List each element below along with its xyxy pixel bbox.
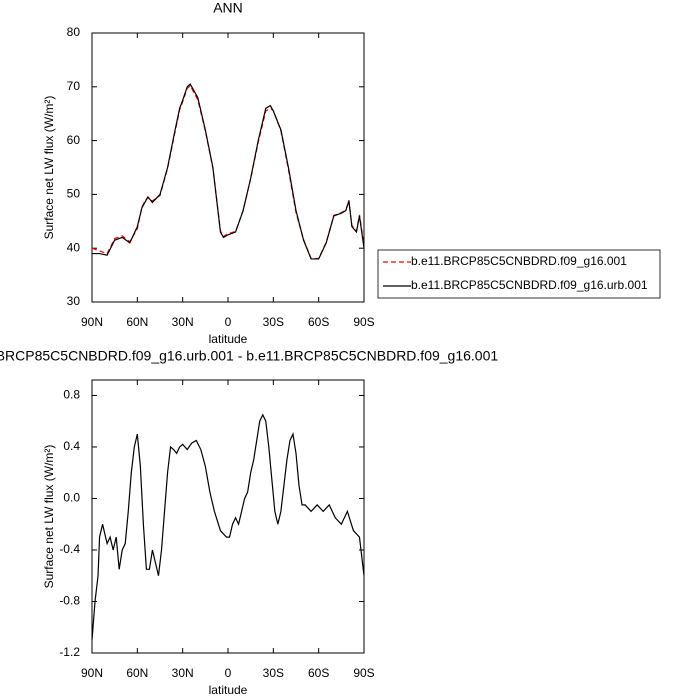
x-tick-label: 60N bbox=[126, 315, 148, 329]
x-tick-label: 60S bbox=[308, 666, 329, 680]
y-axis-label: Surface net LW flux (W/m²) bbox=[42, 445, 56, 589]
x-axis-label: latitude bbox=[209, 332, 248, 346]
plot-frame bbox=[91, 32, 365, 303]
data-line bbox=[91, 84, 365, 260]
x-tick-label: 0 bbox=[225, 666, 232, 680]
chart-title: b.e11.BRCP85C5CNBDRD.f09_g16.urb.001 - b… bbox=[0, 348, 498, 364]
x-tick-label: 90S bbox=[353, 315, 374, 329]
legend-label: b.e11.BRCP85C5CNBDRD.f09_g16.001 bbox=[411, 254, 627, 268]
plot-frame bbox=[91, 379, 365, 654]
x-tick-label: 90S bbox=[353, 666, 374, 680]
x-tick-label: 60N bbox=[126, 666, 148, 680]
y-tick-label: 70 bbox=[67, 79, 81, 93]
x-tick-label: 30N bbox=[172, 666, 194, 680]
x-tick-label: 30S bbox=[263, 315, 284, 329]
legend-label: b.e11.BRCP85C5CNBDRD.f09_g16.urb.001 bbox=[411, 278, 648, 292]
y-tick-label: -1.2 bbox=[59, 645, 80, 659]
x-tick-label: 30S bbox=[263, 666, 284, 680]
x-tick-label: 0 bbox=[225, 315, 232, 329]
x-axis-label: latitude bbox=[209, 683, 248, 697]
y-tick-label: -0.8 bbox=[59, 594, 80, 608]
data-line bbox=[92, 83, 365, 260]
y-tick-label: 30 bbox=[67, 294, 81, 308]
legend-box bbox=[377, 249, 661, 299]
y-tick-label: 50 bbox=[67, 187, 81, 201]
y-tick-label: -0.4 bbox=[59, 542, 80, 556]
x-tick-label: 90N bbox=[81, 666, 103, 680]
y-axis-label: Surface net LW flux (W/m²) bbox=[42, 96, 56, 240]
y-tick-label: 0.8 bbox=[63, 388, 80, 402]
y-tick-label: 60 bbox=[67, 133, 81, 147]
y-tick-label: 0.4 bbox=[63, 439, 80, 453]
x-tick-label: 30N bbox=[172, 315, 194, 329]
y-tick-label: 40 bbox=[67, 240, 81, 254]
chart-title: ANN bbox=[213, 0, 243, 16]
y-tick-label: 80 bbox=[67, 25, 81, 39]
y-tick-label: 0.0 bbox=[63, 491, 80, 505]
x-tick-label: 90N bbox=[81, 315, 103, 329]
data-line bbox=[91, 413, 365, 641]
x-tick-label: 60S bbox=[308, 315, 329, 329]
